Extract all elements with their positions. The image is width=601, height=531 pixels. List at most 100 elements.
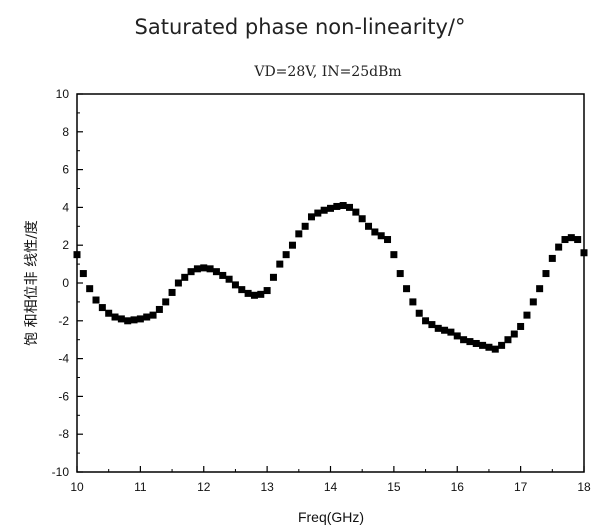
data-point	[200, 264, 208, 272]
data-point	[472, 339, 480, 347]
y-tick-label: 8	[62, 125, 69, 139]
data-point	[466, 338, 474, 346]
data-point	[339, 202, 347, 210]
data-point	[231, 281, 239, 289]
data-point	[314, 209, 322, 217]
data-point	[523, 311, 531, 319]
data-point	[174, 279, 182, 287]
data-point	[143, 313, 151, 321]
y-tick-label: 2	[62, 238, 69, 252]
data-point	[307, 213, 315, 221]
data-point	[491, 345, 499, 353]
data-point	[193, 265, 201, 273]
x-tick-label: 17	[514, 480, 528, 494]
data-point	[415, 309, 423, 317]
data-point	[168, 288, 176, 296]
x-tick-label: 13	[260, 480, 274, 494]
y-tick-label: 4	[62, 200, 69, 214]
data-point	[263, 287, 271, 295]
data-point	[542, 270, 550, 278]
data-point	[269, 273, 277, 281]
data-series	[73, 202, 588, 353]
data-point	[181, 273, 189, 281]
data-point	[276, 260, 284, 268]
page-heading: Saturated phase non-linearity/°	[135, 15, 466, 39]
data-point	[327, 204, 334, 212]
y-tick-label: 10	[56, 87, 70, 101]
y-tick-label: -4	[58, 352, 69, 366]
data-point	[384, 236, 392, 244]
x-axis-label: Freq(GHz)	[298, 509, 364, 525]
y-tick-label: 6	[62, 163, 69, 177]
data-point	[561, 236, 569, 244]
x-tick-label: 12	[197, 480, 211, 494]
data-point	[257, 290, 265, 298]
x-tick-label: 14	[324, 480, 338, 494]
data-point	[346, 203, 354, 211]
data-point	[536, 285, 544, 293]
data-point	[187, 268, 195, 276]
data-point	[529, 298, 537, 306]
data-point	[244, 289, 252, 297]
data-point	[225, 275, 233, 283]
data-point	[250, 291, 258, 299]
chart-title: VD=28V, IN=25dBm	[253, 64, 401, 80]
data-point	[434, 324, 442, 332]
data-point	[555, 243, 563, 251]
y-tick-label: -10	[52, 465, 70, 479]
y-tick-label: 0	[62, 276, 69, 290]
data-point	[428, 321, 436, 329]
data-point	[365, 222, 373, 230]
data-point	[282, 251, 290, 259]
data-point	[124, 317, 132, 325]
data-point	[358, 215, 366, 223]
data-point	[460, 336, 468, 344]
data-point	[111, 313, 119, 321]
x-tick-label: 18	[577, 480, 591, 494]
x-tick-label: 15	[387, 480, 401, 494]
data-point	[453, 332, 461, 340]
data-point	[510, 330, 518, 338]
data-point	[517, 322, 525, 330]
data-point	[219, 271, 227, 279]
data-point	[377, 232, 385, 240]
data-point	[238, 286, 246, 294]
y-tick-label: -2	[58, 314, 69, 328]
data-point	[548, 254, 556, 262]
axis-ticks: 10 11 12 13 14 15 16 17 18 -10 -8 -6 -4 -2 0 2 4 6 8 10	[52, 87, 591, 494]
data-point	[441, 326, 449, 334]
data-point	[98, 304, 106, 312]
data-point	[390, 251, 398, 259]
data-point	[479, 341, 487, 349]
data-point	[396, 270, 404, 278]
y-axis-label: 饱 和相位非 线性/度	[24, 220, 40, 346]
x-tick-label: 16	[451, 480, 465, 494]
data-point	[79, 270, 87, 278]
data-point	[409, 298, 417, 306]
plot-frame	[76, 93, 585, 473]
x-tick-label: 11	[134, 480, 147, 494]
data-point	[574, 236, 582, 244]
data-point	[485, 343, 493, 351]
data-point	[86, 285, 94, 293]
data-point	[136, 315, 144, 323]
data-point	[301, 222, 309, 230]
data-point	[567, 234, 575, 242]
data-point	[498, 341, 506, 349]
data-point	[105, 309, 113, 317]
data-point	[206, 265, 214, 273]
x-tick-label: 10	[70, 480, 84, 494]
data-point	[295, 230, 303, 238]
data-point	[288, 241, 296, 249]
data-point	[162, 298, 170, 306]
data-point	[447, 328, 455, 336]
data-point	[92, 296, 100, 304]
data-point	[130, 316, 138, 324]
data-point	[403, 285, 411, 293]
data-point	[504, 336, 512, 344]
data-point	[580, 249, 588, 257]
data-point	[422, 317, 430, 325]
data-point	[333, 202, 341, 210]
data-point	[73, 251, 81, 259]
